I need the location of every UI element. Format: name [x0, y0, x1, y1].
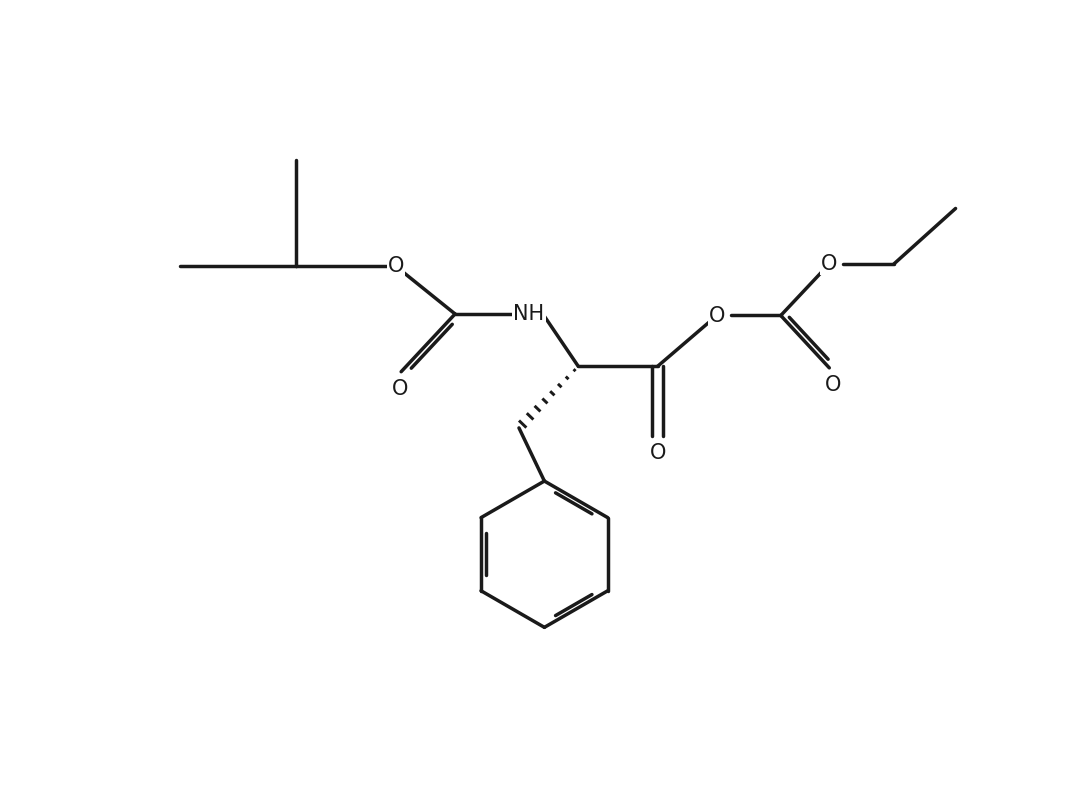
Text: O: O	[822, 254, 838, 274]
Text: O: O	[825, 375, 841, 395]
Text: O: O	[709, 306, 725, 326]
Text: O: O	[650, 442, 666, 463]
Text: NH: NH	[513, 304, 545, 324]
Text: O: O	[388, 256, 404, 276]
Text: O: O	[391, 379, 408, 399]
